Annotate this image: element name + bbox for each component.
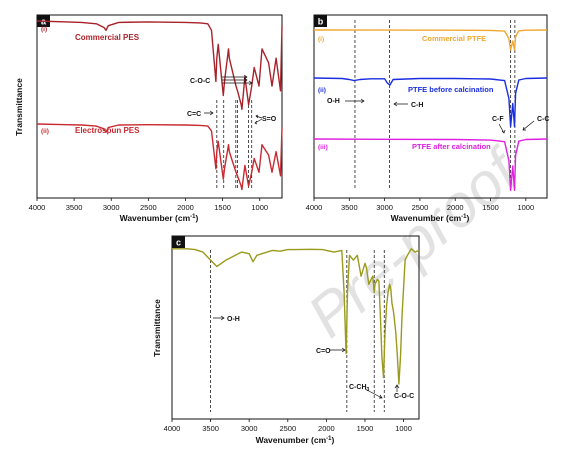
panel-c-tick-label: 2500 <box>279 424 296 433</box>
panel-c-xlabel: Wavenumber (cm-1) <box>256 435 335 445</box>
panel-b-arrow-ch <box>393 101 408 107</box>
panel-a-arrow-so-1 <box>255 114 263 119</box>
panel-a-arrow-so-2 <box>254 118 263 125</box>
panel-c-arrow-cch3 <box>364 388 383 399</box>
panel-c-arrow-oh <box>213 315 225 321</box>
panel-c-ylabel: Transmittance <box>152 299 162 357</box>
panel-a-tick-label: 1500 <box>214 203 231 212</box>
panel-c-label: c <box>176 238 181 248</box>
panel-c-tick-label: 1500 <box>357 424 374 433</box>
panel-b-series-1-roman: (i) <box>318 36 324 43</box>
panel-a-ylabel: Transmittance <box>14 78 24 136</box>
panel-a-series-2-line <box>36 123 283 191</box>
panel-a-annotation-coc: C-O-C <box>190 78 210 85</box>
panel-a-series-2-name: Electrospun PES <box>75 126 140 135</box>
panel-c-badge <box>172 236 185 248</box>
panel-b-xlabel: Wavenumber (cm-1) <box>391 213 470 223</box>
panel-c-annotation-co: C=O <box>316 348 331 355</box>
panel-c-annotation-oh: O-H <box>227 316 240 323</box>
panel-b-annotation-ch: C-H <box>411 102 423 109</box>
panel-a-frame <box>36 14 283 199</box>
panel-b-annotation-cc: C-C <box>537 116 549 123</box>
panel-c-tick-label: 2000 <box>318 424 335 433</box>
panel-b-badge <box>314 15 327 27</box>
panel-c-annotation-cch3: C-CH3 <box>349 384 370 393</box>
panel-a-tick-label: 3500 <box>66 203 83 212</box>
panel-a-arrow-coc-3 <box>222 74 248 80</box>
panel-b-arrow-oh <box>345 98 365 104</box>
panel-b-series-1-line <box>313 29 548 51</box>
panel-b-tick-label: 1000 <box>517 203 534 212</box>
panel-c: c Transmittance Wavenumber (cm-1) 4000 35… <box>152 235 420 445</box>
panel-a-series-1-name: Commercial PES <box>75 33 140 42</box>
panel-b-series-3-line <box>313 138 548 191</box>
panel-c-frame <box>171 235 420 420</box>
panel-b-series-2-name: PTFE before calcination <box>408 85 494 94</box>
panel-a-annotation-cc: C=C <box>187 111 201 118</box>
panel-a-annotation-so: S=O <box>262 116 277 123</box>
panel-b-tick-label: 2500 <box>412 203 429 212</box>
panel-b-series-2-roman: (ii) <box>318 87 326 94</box>
panel-a: a Transmittance Wavenumber (cm-1) 4000 35… <box>14 14 283 223</box>
panel-a-series-1-line <box>36 20 283 110</box>
panel-a-tick-label: 2500 <box>140 203 157 212</box>
panel-c-tick-label: 3000 <box>241 424 258 433</box>
panel-a-tick-label: 4000 <box>29 203 46 212</box>
panel-c-arrow-co <box>329 347 346 353</box>
panel-b: b Wavenumber (cm-1) 4000 3500 3000 2500 2000… <box>306 14 549 223</box>
panel-b-tick-label: 2000 <box>447 203 464 212</box>
panel-b-label: b <box>318 17 324 27</box>
panel-b-series-1-name: Commercial PTFE <box>422 34 486 43</box>
panel-b-tick-label: 3500 <box>341 203 358 212</box>
panel-b-frame <box>313 14 548 199</box>
panel-c-tick-label: 1000 <box>395 424 412 433</box>
panel-a-arrow-cc <box>204 110 214 116</box>
panel-c-tick-label: 4000 <box>164 424 181 433</box>
panel-b-tick-label: 3000 <box>376 203 393 212</box>
panel-b-arrow-cf <box>498 123 506 134</box>
panel-a-tick-label: 3000 <box>103 203 120 212</box>
panel-b-series-3-name: PTFE after calcination <box>412 142 491 151</box>
panel-a-series-1-roman: (i) <box>41 26 47 33</box>
panel-c-arrow-coc <box>394 384 400 392</box>
panel-b-arrow-cc <box>522 120 535 131</box>
panel-a-arrow-coc-2 <box>222 80 253 86</box>
panel-b-tick-label: 4000 <box>306 203 323 212</box>
panel-b-series-3-roman: (iii) <box>318 144 328 151</box>
panel-b-annotation-oh: O-H <box>327 98 340 105</box>
panel-b-annotation-cf: C-F <box>492 116 504 123</box>
panel-c-series-1-line <box>172 248 420 385</box>
panel-a-tick-label: 2000 <box>177 203 194 212</box>
panel-c-annotation-coc: C-O-C <box>394 393 414 400</box>
panel-a-tick-label: 1000 <box>251 203 268 212</box>
panel-a-xlabel: Wavenumber (cm-1) <box>120 213 199 223</box>
watermark: Pre-proof <box>295 134 534 350</box>
panel-c-tick-label: 3500 <box>202 424 219 433</box>
panel-b-tick-label: 1500 <box>482 203 499 212</box>
panel-b-series-2-line <box>313 77 548 128</box>
panel-a-series-2-roman: (ii) <box>41 128 49 135</box>
